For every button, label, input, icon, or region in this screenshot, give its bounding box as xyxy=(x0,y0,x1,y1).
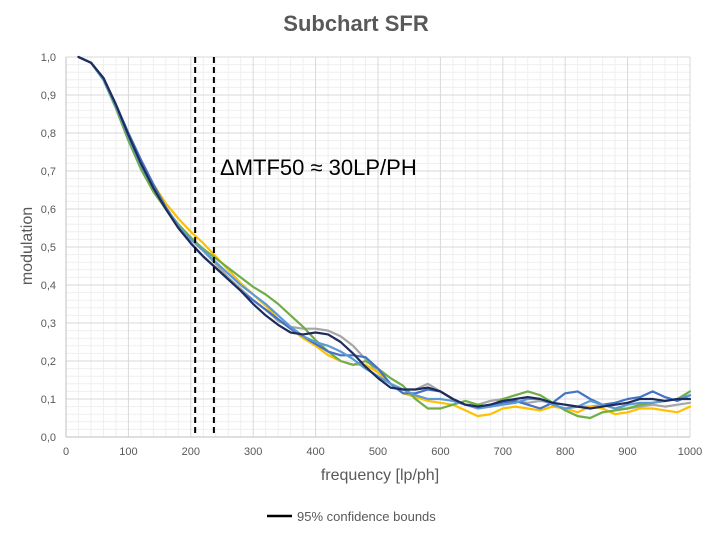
x-tick-label: 400 xyxy=(306,446,324,458)
confidence-bounds-lines xyxy=(194,57,215,437)
y-tick-label: 0,5 xyxy=(41,242,56,254)
mtf50-annotation: ΔMTF50 ≈ 30LP/PH xyxy=(220,155,417,180)
x-tick-labels: 0 100 200 300 400 500 600 700 800 900 1000 xyxy=(63,446,702,458)
x-tick-label: 200 xyxy=(182,446,200,458)
y-tick-label: 0,3 xyxy=(41,318,56,330)
series-line-5 xyxy=(77,55,692,410)
y-axis-label: modulation xyxy=(19,207,36,285)
y-tick-label: 0,6 xyxy=(41,204,56,216)
x-tick-label: 1000 xyxy=(678,446,702,458)
x-tick-label: 100 xyxy=(119,446,137,458)
y-tick-label: 0,8 xyxy=(41,128,56,140)
y-tick-label: 1,0 xyxy=(41,52,56,64)
legend: 95% confidence bounds xyxy=(267,509,436,524)
legend-label: 95% confidence bounds xyxy=(297,509,436,524)
x-axis-label: frequency [lp/ph] xyxy=(321,467,439,484)
x-tick-label: 500 xyxy=(369,446,387,458)
series-line-6 xyxy=(77,55,692,410)
x-tick-label: 700 xyxy=(494,446,512,458)
chart-title: Subchart SFR xyxy=(283,11,429,36)
y-tick-label: 0,7 xyxy=(41,166,56,178)
x-tick-label: 800 xyxy=(556,446,574,458)
y-tick-label: 0,2 xyxy=(41,356,56,368)
plot-frame xyxy=(65,57,690,438)
x-tick-label: 600 xyxy=(431,446,449,458)
y-tick-label: 0,4 xyxy=(41,280,56,292)
y-tick-label: 0,1 xyxy=(41,394,56,406)
y-tick-label: 0,9 xyxy=(41,90,56,102)
series-line-2 xyxy=(77,55,692,418)
series-layer xyxy=(77,55,692,420)
x-tick-label: 900 xyxy=(618,446,636,458)
x-tick-label: 300 xyxy=(244,446,262,458)
series-line-3 xyxy=(77,55,692,420)
major-gridlines xyxy=(66,56,691,437)
y-tick-label: 0,0 xyxy=(41,432,56,444)
x-tick-label: 0 xyxy=(63,446,69,458)
y-tick-labels: 0,0 0,1 0,2 0,3 0,4 0,5 0,6 0,7 0,8 0,9 1,0 xyxy=(41,52,56,444)
